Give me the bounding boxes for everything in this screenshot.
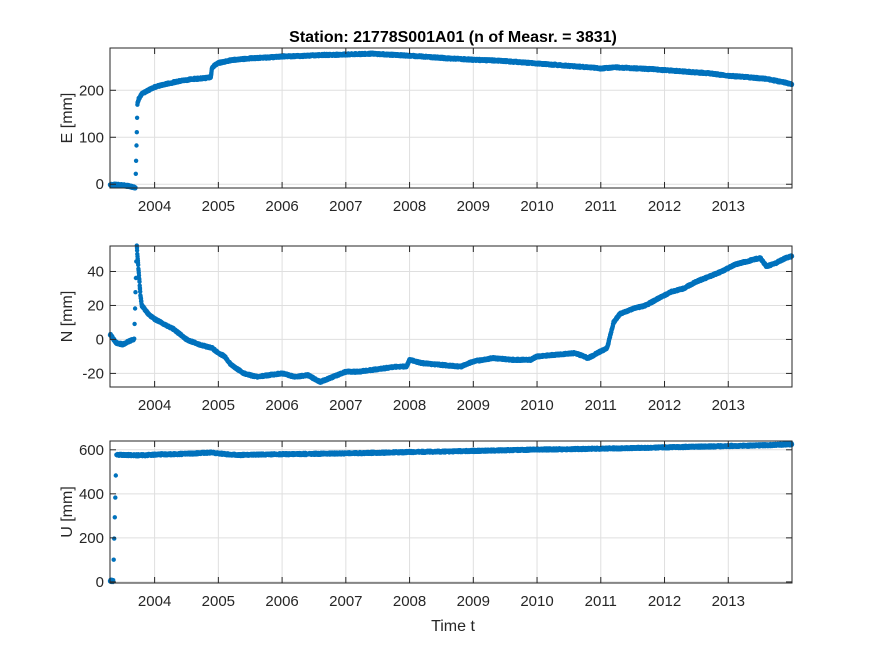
x-tick-label: 2004 [138,198,171,215]
x-tick-label: 2010 [520,198,553,215]
data-point [134,130,139,135]
axes-layer: 2004 2005 2006 2007 2008 2009 2010 2011 2012 2013… [59,47,795,610]
series-markers [107,50,795,191]
y-tick-label: 100 [79,129,104,146]
data-point [132,321,137,327]
x-tick-label: 2009 [457,198,490,215]
x-tick-label: 2005 [202,198,235,215]
x-tick-label: 2008 [393,198,426,215]
x-tick-label: 2012 [648,198,681,215]
x-tick-label: 2006 [265,198,298,215]
data-point [134,143,139,148]
data-point [137,279,142,284]
data-point [133,158,139,163]
y-tick-label: 200 [79,82,104,99]
x-tick-label: 2007 [329,198,362,215]
data-point [136,262,141,268]
y-axis-label: E [mm] [59,93,76,144]
x-tick-label: 2011 [585,198,617,215]
data-point [132,336,137,341]
subplot-1: 2004 2005 2006 2007 2008 2009 2010 2011 2012 2013… [59,47,795,215]
chart-title: Station: 21778S001A01 (n of Measr. = 383… [289,29,617,46]
data-point [134,115,140,121]
data-point [133,290,138,295]
data-point [133,171,138,176]
y-tick-label: 0 [96,176,104,193]
x-tick-label: 2013 [712,198,745,215]
data-point [132,306,138,311]
